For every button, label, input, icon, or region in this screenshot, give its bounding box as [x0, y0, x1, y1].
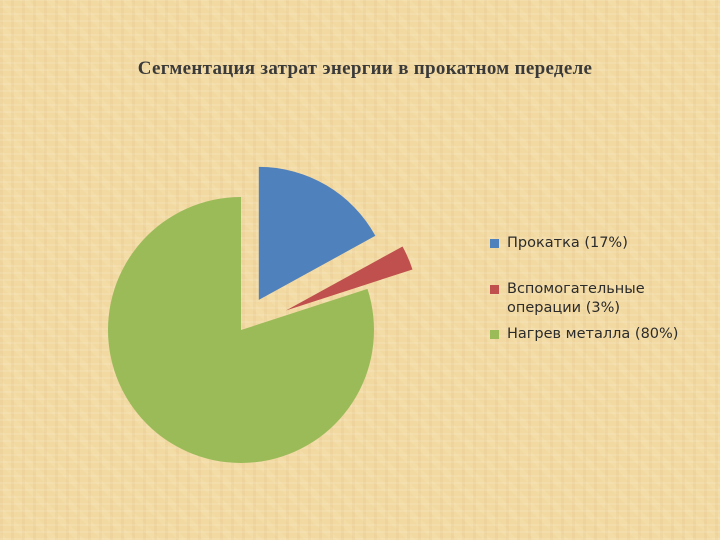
legend-label-heating: Нагрев металла (80%): [507, 326, 679, 342]
legend-label-auxiliary: Вспомогательные операции (3%): [507, 281, 645, 316]
legend-item-auxiliary: Вспомогательные операции (3%): [490, 280, 710, 318]
pie-slice-heating: [108, 197, 374, 463]
legend-label-rolling: Прокатка (17%): [507, 235, 628, 251]
legend-item-heating: Нагрев металла (80%): [490, 325, 710, 344]
pie-slice-auxiliary: [285, 246, 413, 311]
legend-swatch-rolling: [490, 239, 499, 248]
legend-swatch-heating: [490, 330, 499, 339]
legend-swatch-auxiliary: [490, 285, 499, 294]
legend: Прокатка (17%) Вспомогательные операции …: [490, 234, 710, 344]
pie-slice-rolling: [258, 166, 376, 300]
chart-title: Сегментация затрат энергии в прокатном п…: [137, 58, 593, 79]
legend-item-rolling: Прокатка (17%): [490, 234, 710, 253]
